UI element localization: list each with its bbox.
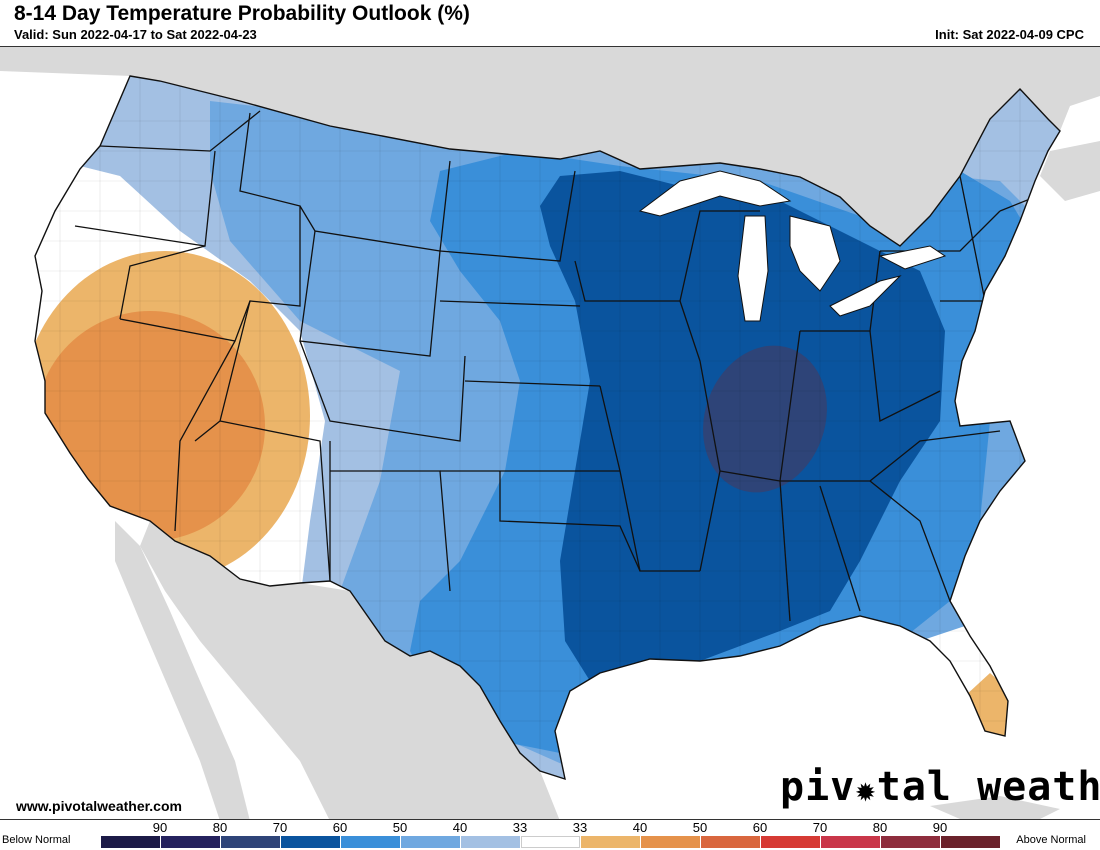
below-normal-label: Below Normal [2,834,71,846]
map-title: 8-14 Day Temperature Probability Outlook… [14,2,470,25]
map-canvas [0,47,1100,819]
below-70-area [703,345,827,493]
lake-huron [789,215,841,292]
legend-tick-label: 33 [512,820,528,835]
brand-text-right: tal weather [876,764,1100,810]
legend-tick-label: 40 [632,820,648,835]
legend-swatch [820,836,880,848]
legend-swatch [640,836,700,848]
legend-swatch [880,836,940,848]
color-legend: Below Normal Above Normal 90 80 70 60 50 40 33… [0,820,1100,850]
legend-tick-label: 90 [152,820,168,835]
baja-peninsula [115,521,250,819]
legend-tick-label: 60 [332,820,348,835]
outlook-map [0,46,1100,820]
cuba [930,796,1060,819]
above-40-area-florida [965,673,1012,741]
header: 8-14 Day Temperature Probability Outlook… [0,0,1100,46]
legend-swatch [160,836,220,848]
legend-swatch [220,836,280,848]
legend-swatch [700,836,760,848]
legend-swatch [520,836,580,848]
legend-tick-label: 70 [272,820,288,835]
legend-swatch [460,836,520,848]
legend-tick-label: 60 [752,820,768,835]
great-lakes [638,170,947,322]
mexico-landmass [140,521,560,819]
legend-tick-label: 90 [932,820,948,835]
lake-superior [638,170,792,217]
legend-tick-label: 40 [452,820,468,835]
website-url: www.pivotalweather.com [16,798,182,814]
us-outline [34,75,1061,781]
init-time: Init: Sat 2022-04-09 CPC [935,27,1084,42]
gear-icon: ✹ [855,770,877,810]
legend-swatch [580,836,640,848]
pivotal-weather-logo: piv✹tal weather [780,764,1100,810]
legend-swatch [400,836,460,848]
legend-tick-label: 50 [392,820,408,835]
legend-swatch [100,836,160,848]
canada-landmass [0,47,1100,246]
legend-swatch [940,836,1000,848]
legend-swatch [340,836,400,848]
legend-tick-label: 80 [212,820,228,835]
canada-quebec-east [1040,141,1100,201]
legend-tick-label: 33 [572,820,588,835]
legend-tick-label: 70 [812,820,828,835]
legend-swatch [760,836,820,848]
legend-tick-label: 80 [872,820,888,835]
lake-michigan [737,215,769,322]
legend-swatch [280,836,340,848]
lake-ontario [878,245,947,270]
lake-erie [829,275,902,317]
valid-period: Valid: Sun 2022-04-17 to Sat 2022-04-23 [14,27,257,42]
above-normal-label: Above Normal [1016,834,1086,846]
legend-tick-label: 50 [692,820,708,835]
brand-text-left: piv [780,764,856,810]
